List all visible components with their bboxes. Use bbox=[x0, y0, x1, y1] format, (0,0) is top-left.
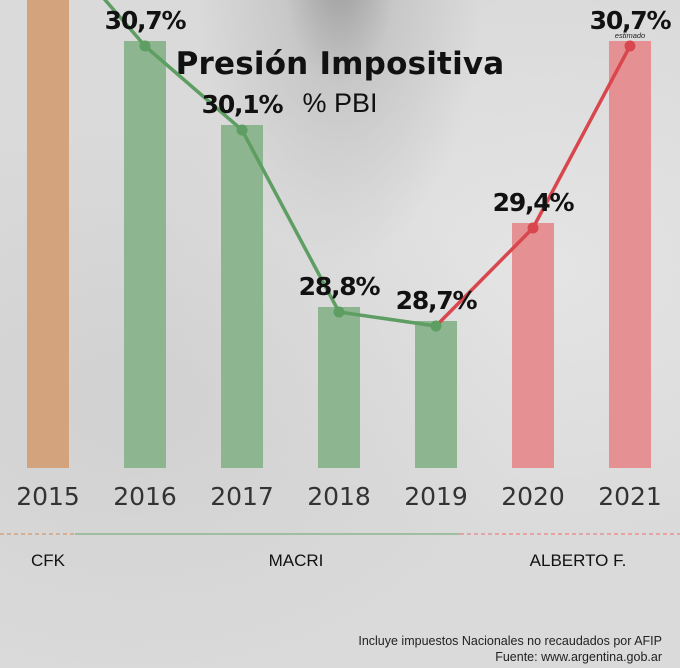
bar-2017 bbox=[221, 125, 263, 468]
value-label-2017: 30,1% bbox=[202, 90, 284, 119]
bar-2016 bbox=[124, 41, 166, 468]
group-label-alberto-f-: ALBERTO F. bbox=[530, 551, 627, 570]
point-2017 bbox=[236, 124, 248, 136]
point-2018 bbox=[333, 306, 345, 318]
bar-2020 bbox=[512, 223, 554, 468]
chart-title: Presión Impositiva bbox=[175, 46, 505, 82]
chart-subtitle: % PBI bbox=[302, 88, 378, 118]
value-label-2019: 28,7% bbox=[396, 286, 478, 315]
point-2021 bbox=[624, 40, 636, 52]
footnote-note: Incluye impuestos Nacionales no recaudad… bbox=[358, 634, 662, 648]
value-label-2018: 28,8% bbox=[299, 272, 381, 301]
group-label-macri: MACRI bbox=[269, 551, 324, 570]
x-tick-2021: 2021 bbox=[598, 482, 662, 511]
x-tick-2016: 2016 bbox=[113, 482, 177, 511]
x-tick-2018: 2018 bbox=[307, 482, 371, 511]
x-tick-2019: 2019 bbox=[404, 482, 468, 511]
bar-2018 bbox=[318, 307, 360, 468]
bar-2019 bbox=[415, 321, 457, 468]
value-label-2016: 30,7% bbox=[105, 6, 187, 35]
x-tick-2020: 2020 bbox=[501, 482, 565, 511]
bar-2015 bbox=[27, 0, 69, 468]
value-label-2021: 30,7% bbox=[590, 6, 672, 35]
point-2019 bbox=[430, 320, 442, 332]
x-tick-2015: 2015 bbox=[16, 482, 80, 511]
x-tick-2017: 2017 bbox=[210, 482, 274, 511]
bar-2021 bbox=[609, 41, 651, 468]
footnote-source: Fuente: www.argentina.gob.ar bbox=[495, 650, 662, 664]
annotation-2021: estimado bbox=[615, 31, 645, 40]
point-2020 bbox=[527, 222, 539, 234]
value-label-2020: 29,4% bbox=[493, 188, 575, 217]
point-2016 bbox=[139, 40, 151, 52]
group-label-cfk: CFK bbox=[31, 551, 66, 570]
